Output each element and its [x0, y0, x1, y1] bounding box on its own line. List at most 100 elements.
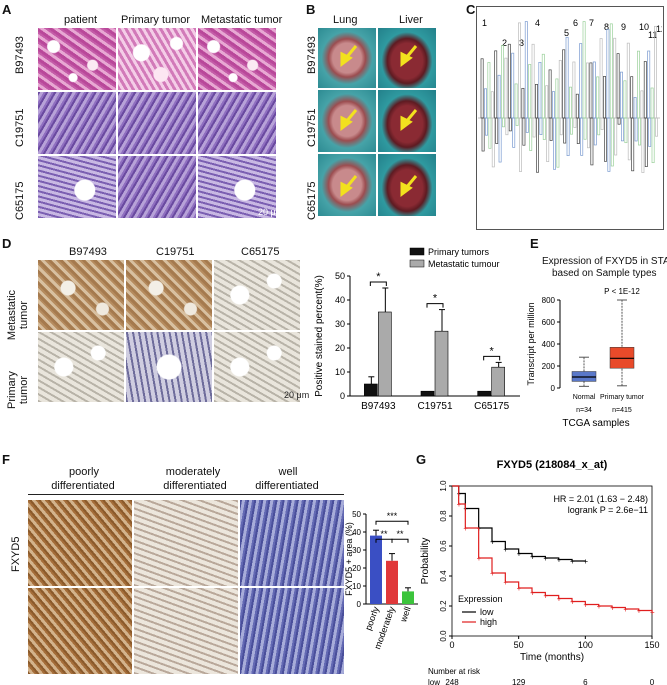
panelG-risk-title: Number at risk — [428, 667, 481, 676]
panelG-censor-mark: + — [530, 589, 535, 598]
panelC-chrom-label: 12 — [656, 24, 662, 34]
arrow-icon — [340, 115, 353, 131]
panelG-censor-mark: + — [543, 592, 548, 601]
panelC-loss-bar — [631, 117, 635, 172]
panelC-gain-bar — [521, 87, 525, 119]
panelG-censor-mark: + — [610, 604, 615, 613]
panelG-risk-value: 0 — [650, 678, 655, 685]
panelD-ytick-label: 0 — [340, 391, 345, 401]
panelC-loss-bar — [600, 117, 604, 130]
panelF-image-2 — [134, 500, 238, 586]
panelF-image-1 — [28, 500, 132, 586]
panelA-image-4 — [38, 92, 116, 154]
panelA-scale-bar: 20 μm — [258, 207, 284, 217]
panelC-loss-bar — [566, 117, 570, 156]
panelF-ytick-label: 0 — [357, 600, 362, 609]
panelC-gain-bar — [531, 43, 535, 119]
panelF-sig-label: ** — [380, 529, 388, 539]
panelC-loss-bar — [485, 117, 488, 136]
panelC-gain-bar — [545, 85, 549, 119]
panelE-title-2: based on Sample types — [552, 268, 657, 279]
panelC-gain-bar — [596, 76, 600, 119]
panelC-gain-bar — [630, 76, 634, 119]
panelG-censor-mark: + — [517, 584, 522, 593]
panelF-col-moderately: moderately — [165, 466, 221, 478]
panelF-image-6 — [240, 588, 344, 674]
panelC-loss-bar — [590, 117, 594, 166]
panelD-sig-star: * — [490, 345, 495, 357]
panelD-ytick-label: 10 — [335, 367, 345, 377]
panelC-chrom-label: 3 — [519, 38, 524, 48]
panelC-gain-bar — [562, 49, 566, 119]
panelC-loss-bar — [614, 117, 618, 156]
panelG-ytick-label: 1.0 — [439, 480, 448, 492]
panel-label-f: F — [2, 452, 10, 467]
panelC-loss-bar — [651, 117, 655, 164]
panelG-ytick-label: 0.8 — [439, 510, 448, 522]
panelC-loss-bar — [559, 117, 563, 136]
panelF-col-well-2: differentiated — [255, 480, 319, 492]
panel-label-g: G — [416, 452, 427, 467]
panelC-gain-bar — [535, 84, 538, 119]
panelD-image-2 — [126, 260, 212, 330]
panelG-censor-mark: + — [637, 607, 642, 616]
panelC-loss-bar — [549, 117, 553, 141]
panelD-xtick-label: C65175 — [474, 401, 509, 412]
panelC-loss-bar — [655, 117, 658, 137]
panelC-gain-bar — [650, 87, 654, 119]
panelC-loss-bar — [553, 117, 556, 170]
panelG-censor-mark: + — [503, 545, 508, 554]
panelC-loss-bar — [634, 117, 638, 142]
panelF-ytick-label: 40 — [352, 528, 361, 537]
panelC-loss-bar — [621, 117, 624, 142]
panelC-loss-bar — [498, 117, 502, 163]
panelC-gain-bar — [538, 61, 542, 119]
panelC-loss-bar — [495, 117, 499, 144]
panelG-censor-mark: + — [583, 557, 588, 566]
panelG-censor-mark: + — [570, 598, 575, 607]
panelD-bar-chart: 0 10 20 30 40 50 Positive stained percent(%) * B… — [314, 247, 520, 412]
panel-label-e: E — [530, 236, 539, 251]
panelC-gain-bar — [572, 61, 576, 119]
panelB-col-lung: Lung — [333, 14, 358, 26]
panelE-ylabel: Transcript per million — [526, 302, 536, 385]
panelG-curve-low — [452, 485, 586, 562]
panelC-gain-bar — [490, 91, 494, 119]
panelC-chrom-label: 4 — [535, 18, 540, 28]
panelD-xtick-label: C19751 — [417, 401, 452, 412]
panelF-col-moderately-2: differentiated — [163, 480, 227, 492]
panelG-title: FXYD5 (218084_x_at) — [497, 459, 608, 471]
panelD-ytick-label: 30 — [335, 319, 345, 329]
panelC-gain-bar — [640, 90, 644, 119]
panelF-col-poorly: poorly — [69, 466, 99, 478]
panelA-col-metastatic: Metastatic tumor — [201, 14, 283, 26]
arrow-icon — [340, 51, 353, 67]
panelC-loss-bar — [644, 117, 648, 167]
panelD-ytick-label: 20 — [335, 343, 345, 353]
panelF-sig-label: ** — [396, 529, 404, 539]
panelD-col-1: B97493 — [69, 246, 107, 258]
panelE-n-label: n=34 — [576, 407, 592, 414]
panelC-gain-bar — [633, 97, 637, 119]
panelC-gain-bar — [637, 50, 640, 119]
panelC-gain-bar — [654, 25, 657, 119]
panelC-gain-bar — [514, 83, 518, 119]
panelC-loss-bar — [529, 117, 533, 151]
panelE-ytick-label: 800 — [542, 296, 556, 305]
panelD-image-5 — [126, 332, 212, 402]
panelC-gain-bar — [494, 50, 498, 119]
panelG-risk-value: 248 — [445, 678, 459, 685]
panelF-image-4 — [28, 588, 132, 674]
panelG-censor-mark: + — [570, 557, 575, 566]
panelB-row-b97493: B97493 — [306, 36, 318, 74]
panelF-row-label: FXYD5 — [10, 536, 22, 572]
panelF-bar — [370, 535, 382, 604]
panelB-row-c65175: C65175 — [306, 181, 318, 220]
panelG-ytick-label: 0.2 — [439, 600, 448, 612]
panelA-image-6 — [198, 92, 276, 154]
panelG-censor-mark: + — [477, 554, 482, 563]
panelA-image-7 — [38, 156, 116, 218]
panelC-gain-bar — [599, 38, 603, 119]
panelC-gain-bar — [555, 78, 559, 119]
panelF-ytick-label: 20 — [352, 564, 361, 573]
